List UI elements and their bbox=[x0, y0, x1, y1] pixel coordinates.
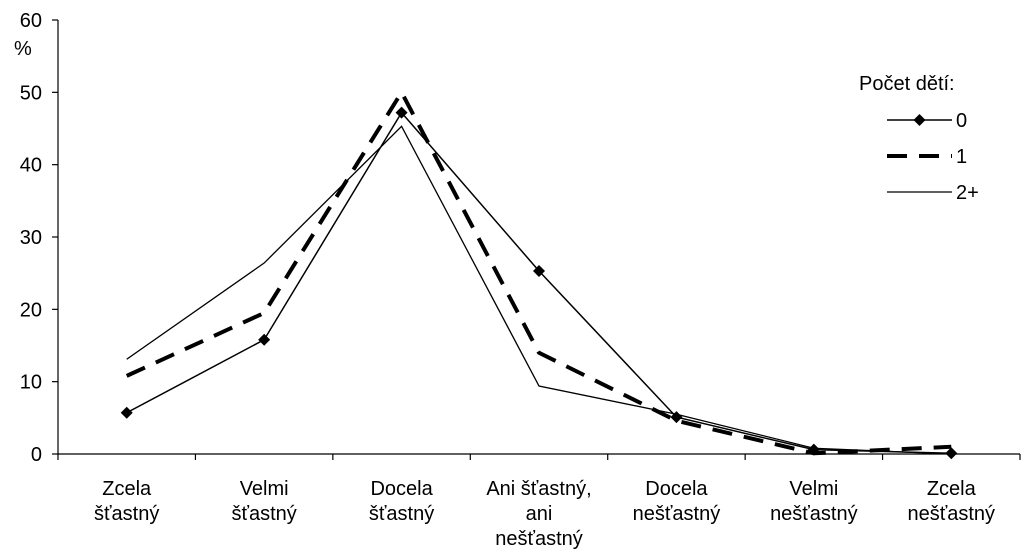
series-point-0 bbox=[258, 333, 271, 346]
series-point-0 bbox=[533, 264, 545, 277]
y-tick-label: 60 bbox=[20, 10, 42, 32]
legend-label-2+: 2+ bbox=[956, 182, 979, 204]
legend-title: Počet dětí: bbox=[859, 73, 955, 95]
x-tick-label: Velmi nešťastný bbox=[770, 478, 858, 525]
y-tick-label: 50 bbox=[20, 82, 42, 104]
series-line-2+ bbox=[126, 125, 952, 455]
x-tick-label: Zcela šťastný bbox=[94, 478, 159, 525]
series-layer bbox=[120, 88, 958, 460]
x-tick-label: Docela šťastný bbox=[369, 478, 434, 525]
series-point-0 bbox=[670, 411, 683, 424]
series-point-0 bbox=[395, 106, 408, 119]
y-tick-label: 10 bbox=[20, 372, 42, 394]
x-tick-label: Zcela nešťastný bbox=[908, 478, 996, 525]
legend-label-1: 1 bbox=[956, 146, 967, 168]
x-tick-label: Ani šťastný, ani nešťastný bbox=[486, 478, 591, 550]
series-point-0 bbox=[807, 443, 820, 456]
y-tick-label: 40 bbox=[20, 155, 42, 177]
x-tick-label: Velmi šťastný bbox=[231, 478, 296, 525]
legend-marker-0 bbox=[913, 114, 926, 126]
y-tick-label: 0 bbox=[31, 444, 42, 466]
y-tick-label: 30 bbox=[20, 227, 42, 249]
y-axis-label: % bbox=[14, 38, 32, 60]
series-line-0 bbox=[126, 111, 952, 455]
legend: Počet dětí: 0 1 2+ bbox=[859, 73, 979, 204]
x-tick-label: Docela nešťastný bbox=[633, 478, 721, 525]
y-tick-label: 20 bbox=[20, 299, 42, 321]
series-point-0 bbox=[120, 406, 133, 419]
series-point-0 bbox=[945, 447, 958, 460]
legend-label-0: 0 bbox=[956, 110, 967, 132]
